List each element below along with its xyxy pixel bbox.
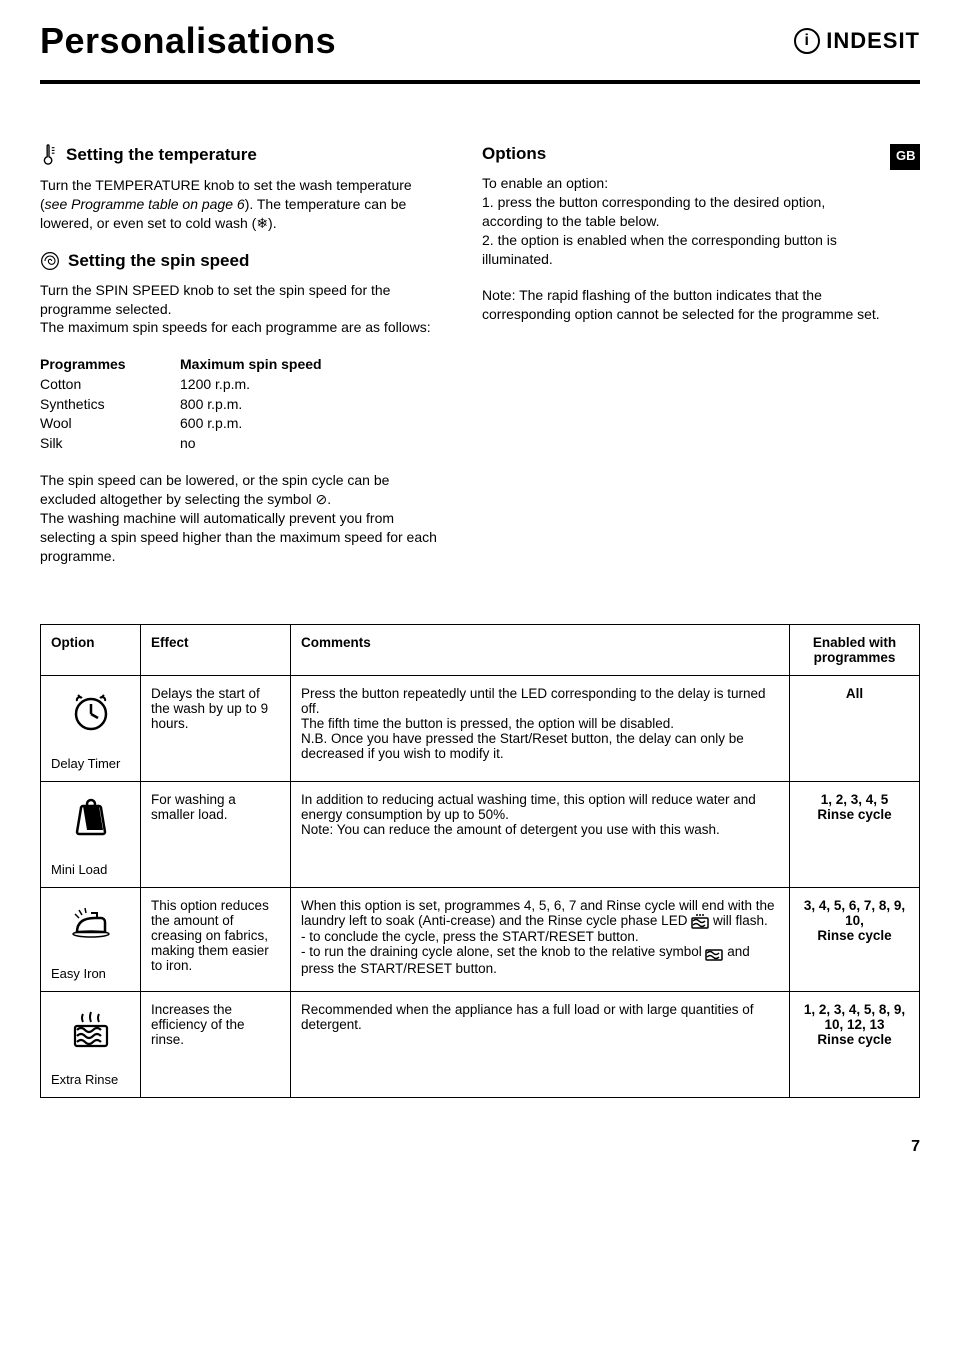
options-table: Option Effect Comments Enabled with prog… [40,624,920,1098]
brand-i-icon: i [794,28,820,54]
comments-iron: When this option is set, programmes 4, 5… [291,887,790,991]
spin-after: The spin speed can be lowered, or the sp… [40,471,442,565]
effect-rinse: Increases the efficiency of the rinse. [141,991,291,1097]
temp-heading-text: Setting the temperature [66,145,257,165]
drain-symbol-icon [705,945,723,961]
option-row-extra-rinse: Extra Rinse Increases the efficiency of … [41,991,920,1097]
enabled-mini: 1, 2, 3, 4, 5 Rinse cycle [790,781,920,887]
effect-iron: This option reduces the amount of creasi… [141,887,291,991]
effect-mini: For washing a smaller load. [141,781,291,887]
options-note: Note: The rapid flashing of the button i… [482,286,884,324]
th-enabled: Enabled with programmes [790,624,920,675]
options-heading: Options [482,144,884,164]
enabled-iron: 3, 4, 5, 6, 7, 8, 9, 10, Rinse cycle [790,887,920,991]
th-option: Option [41,624,141,675]
water-icon [71,1008,111,1048]
option-row-easy-iron: Easy Iron This option reduces the amount… [41,887,920,991]
temp-body: Turn the TEMPERATURE knob to set the was… [40,176,442,233]
spin-col1-header: Programmes [40,355,180,375]
th-comments: Comments [291,624,790,675]
content-columns: Setting the temperature Turn the TEMPERA… [40,144,920,584]
weight-icon [71,798,111,838]
brand-text: INDESIT [826,28,920,54]
enabled-rinse: 1, 2, 3, 4, 5, 8, 9, 10, 12, 13 Rinse cy… [790,991,920,1097]
brand-logo: i INDESIT [794,28,920,54]
spin-heading: Setting the spin speed [40,251,442,271]
page-header: Personalisations i INDESIT [40,20,920,62]
page-title: Personalisations [40,20,336,62]
enabled-delay: All [790,675,920,781]
option-mini-load: Mini Load [41,781,141,887]
lang-badge: GB [890,144,920,170]
right-column: GB Options To enable an option: 1. press… [482,144,920,584]
left-column: Setting the temperature Turn the TEMPERA… [40,144,442,584]
option-row-delay-timer: Delay Timer Delays the start of the wash… [41,675,920,781]
th-effect: Effect [141,624,291,675]
option-extra-rinse: Extra Rinse [41,991,141,1097]
rinse-led-icon [691,913,709,929]
temp-heading: Setting the temperature [40,144,442,166]
option-row-mini-load: Mini Load For washing a smaller load. In… [41,781,920,887]
spin-heading-text: Setting the spin speed [68,251,249,271]
clock-icon [71,692,111,732]
header-divider [40,80,920,84]
spiral-icon [40,251,60,271]
spin-intro: Turn the SPIN SPEED knob to set the spin… [40,281,442,338]
iron-icon [71,904,111,942]
options-intro: To enable an option: 1. press the button… [482,174,884,268]
effect-delay: Delays the start of the wash by up to 9 … [141,675,291,781]
thermometer-icon [40,144,58,166]
page-number: 7 [40,1138,920,1156]
spin-col2-header: Maximum spin speed [180,355,322,375]
option-easy-iron: Easy Iron [41,887,141,991]
comments-rinse: Recommended when the appliance has a ful… [291,991,790,1097]
comments-delay: Press the button repeatedly until the LE… [291,675,790,781]
option-delay-timer: Delay Timer [41,675,141,781]
comments-mini: In addition to reducing actual washing t… [291,781,790,887]
spin-speed-table: Programmes Maximum spin speed Cotton1200… [40,355,442,453]
